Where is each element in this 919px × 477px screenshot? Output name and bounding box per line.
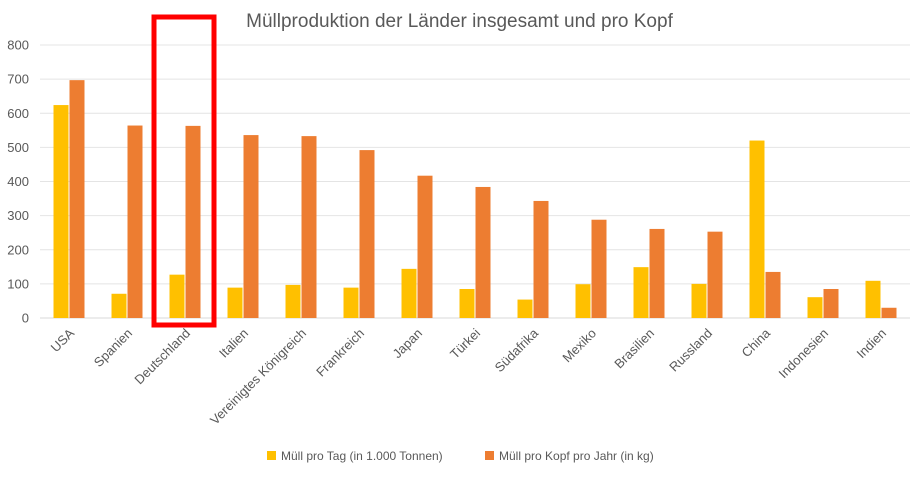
y-tick-label: 400 xyxy=(7,174,29,189)
x-tick-label: Frankreich xyxy=(313,326,367,380)
bars xyxy=(53,80,897,319)
bar xyxy=(169,274,185,318)
bar xyxy=(301,136,317,318)
bar xyxy=(459,288,475,318)
chart-title: Müllproduktion der Länder insgesamt und … xyxy=(246,11,673,32)
bar xyxy=(417,175,433,318)
bar xyxy=(285,284,301,318)
bar xyxy=(823,288,839,318)
y-tick-label: 700 xyxy=(7,72,29,87)
x-tick-label: Brasilien xyxy=(611,326,657,372)
bar xyxy=(807,297,823,318)
bar xyxy=(881,307,897,318)
x-tick-label: Spanien xyxy=(91,326,135,370)
bar xyxy=(517,299,533,318)
bar xyxy=(575,284,591,318)
highlight-rectangle xyxy=(151,14,217,328)
y-tick-label: 600 xyxy=(7,106,29,121)
highlight-box xyxy=(151,14,217,328)
y-tick-label: 100 xyxy=(7,276,29,291)
bar xyxy=(649,228,665,318)
bar xyxy=(533,200,549,318)
x-tick-label: Japan xyxy=(389,326,425,362)
bar xyxy=(765,271,781,318)
x-tick-label: Italien xyxy=(216,326,251,361)
x-tick-label: Indien xyxy=(853,326,889,362)
x-tick-label: China xyxy=(738,325,773,360)
bar xyxy=(185,125,201,318)
bar xyxy=(243,135,259,318)
legend-swatch xyxy=(485,451,494,460)
bar xyxy=(691,283,707,318)
x-tick-label: Mexiko xyxy=(559,326,599,366)
y-tick-label: 300 xyxy=(7,208,29,223)
bar xyxy=(343,287,359,318)
bar xyxy=(475,186,491,318)
bar xyxy=(111,293,127,318)
bar xyxy=(359,150,375,318)
x-tick-label: Russland xyxy=(666,326,715,375)
x-tick-label: Türkei xyxy=(447,325,483,361)
bar xyxy=(591,219,607,318)
legend-label: Müll pro Tag (in 1.000 Tonnen) xyxy=(281,449,443,463)
bar xyxy=(865,280,881,318)
bar xyxy=(633,267,649,318)
bar xyxy=(749,140,765,318)
bar xyxy=(53,105,69,318)
x-tick-label: Südafrika xyxy=(492,325,542,375)
x-tick-label: Vereinigtes Königreich xyxy=(207,326,309,428)
y-tick-label: 500 xyxy=(7,140,29,155)
x-tick-label: Indonesien xyxy=(776,326,832,382)
y-tick-label: 200 xyxy=(7,242,29,257)
legend-swatch xyxy=(267,451,276,460)
y-tick-label: 800 xyxy=(7,38,29,53)
bar xyxy=(401,268,417,318)
gridlines xyxy=(40,44,910,319)
y-axis-ticks: 0 100 200 300 400 500 600 700 800 xyxy=(7,38,29,326)
legend-label: Müll pro Kopf pro Jahr (in kg) xyxy=(499,449,654,463)
bar xyxy=(127,125,143,318)
y-tick-label: 0 xyxy=(22,311,29,326)
legend: Müll pro Tag (in 1.000 Tonnen) Müll pro K… xyxy=(267,449,654,463)
bar xyxy=(227,287,243,318)
bar xyxy=(707,231,723,318)
bar xyxy=(69,80,85,319)
x-tick-label: USA xyxy=(48,325,78,355)
x-tick-label: Deutschland xyxy=(131,326,193,388)
